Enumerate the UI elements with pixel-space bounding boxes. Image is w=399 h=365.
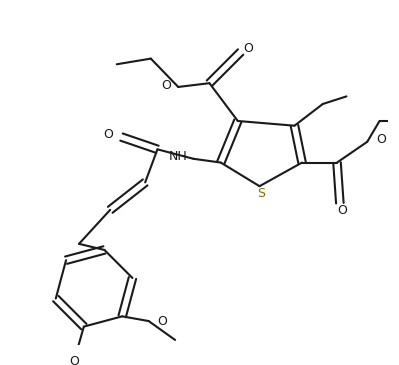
Text: O: O [157, 315, 167, 327]
Text: O: O [161, 78, 171, 92]
Text: O: O [69, 355, 79, 365]
Text: O: O [243, 42, 253, 55]
Text: O: O [103, 128, 113, 141]
Text: S: S [257, 187, 265, 200]
Text: NH: NH [169, 150, 188, 164]
Text: O: O [337, 204, 347, 217]
Text: O: O [376, 133, 386, 146]
